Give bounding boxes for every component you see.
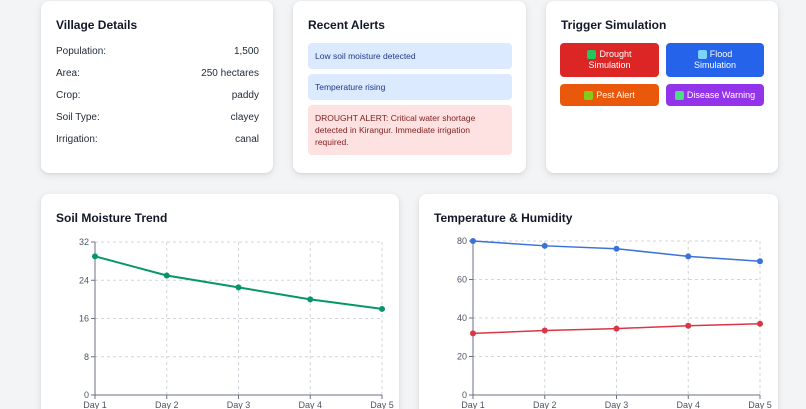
crop-row: Crop: paddy [56,88,259,102]
soil-chart-y-tick-label: 8 [84,352,89,362]
crop-label: Crop: [56,89,81,101]
wave-icon [697,50,707,60]
soil-chart-data-point[interactable] [307,296,314,303]
alert-item-temperature: Temperature rising [308,74,512,100]
area-row: Area: 250 hectares [56,66,259,80]
soil-moisture-title: Soil Moisture Trend [56,211,168,225]
temp-chart-data-point[interactable] [470,238,476,244]
soil-chart-data-point[interactable] [235,284,242,291]
soil-moisture-chart: 0 8 16 24 32 Day 1 Day 2 Day 3 Day 4 Day 5 [79,237,394,409]
trigger-simulation-card: Trigger Simulation Drought Simulation Fl… [546,1,778,173]
soil-chart-x-tick-label: Day 1 [83,400,107,409]
soil-chart-series-line [94,255,383,310]
temp-chart-data-point[interactable] [757,320,763,327]
temp-chart-data-point[interactable] [613,245,620,252]
trigger-simulation-title: Trigger Simulation [561,18,667,32]
temperature-humidity-card: Temperature & Humidity 0 20 40 60 80 Day 1 Day… [419,194,778,409]
flood-button-line1: Flood [709,49,733,59]
temp-chart-y-tick-label: 60 [457,275,467,285]
soil-type-value: clayey [230,111,259,123]
temp-chart-x-tick-label: Day 4 [676,400,700,409]
temp-chart-data-point[interactable] [685,253,692,260]
soil-chart-data-point[interactable] [163,272,170,279]
temp-chart-x-tick-label: Day 2 [533,400,557,409]
soil-chart-data-point[interactable] [379,305,385,312]
recent-alerts-title: Recent Alerts [308,18,385,32]
microbe-icon [674,90,684,100]
soil-chart-x-tick-label: Day 4 [298,400,322,409]
population-value: 1,500 [233,45,259,57]
population-label: Population: [56,45,107,57]
soil-chart-x-tick-label: Day 3 [227,400,251,409]
temp-chart-x-tick-label: Day 1 [461,400,485,409]
soil-moisture-card: Soil Moisture Trend 0 8 16 24 32 Day 1 Day 2 Da… [41,194,399,409]
soil-type-label: Soil Type: [56,111,100,123]
pest-alert-label: Pest Alert [596,89,635,100]
soil-chart-x-tick-label: Day 5 [370,400,394,409]
temp-chart-y-tick-label: 20 [457,352,467,362]
cactus-icon [587,50,597,60]
bug-icon [584,90,594,100]
drought-simulation-button[interactable]: Drought Simulation [560,43,659,77]
crop-value: paddy [231,89,259,101]
alert-item-low-moisture: Low soil moisture detected [308,43,512,69]
area-label: Area: [56,67,80,79]
area-value: 250 hectares [201,67,259,79]
alert-list[interactable]: Low soil moisture detected Temperature r… [308,43,512,159]
village-details-title: Village Details [56,18,138,32]
soil-chart-y-tick-label: 24 [79,275,89,285]
population-row: Population: 1,500 [56,44,259,58]
disease-warning-label: Disease Warning [686,89,756,100]
temperature-humidity-chart: 0 20 40 60 80 Day 1 Day 2 Day 3 Day 4 Day 5 [457,236,772,409]
flood-button-line2: Simulation [693,60,737,70]
soil-type-row: Soil Type: clayey [56,110,259,124]
drought-button-line1: Drought [599,49,632,59]
temp-chart-y-tick-label: 80 [457,236,467,246]
soil-chart-y-tick-label: 0 [84,390,89,400]
temp-chart-y-tick-label: 40 [457,313,467,323]
temp-chart-x-tick-label: Day 5 [748,400,772,409]
flood-simulation-button[interactable]: Flood Simulation [666,43,764,77]
temp-chart-data-point[interactable] [470,330,476,337]
pest-alert-button[interactable]: Pest Alert [560,84,659,106]
temp-chart-data-point[interactable] [541,242,548,249]
soil-chart-y-tick-label: 16 [79,314,89,324]
temperature-humidity-title: Temperature & Humidity [434,211,573,225]
drought-button-line2: Simulation [588,60,631,70]
disease-warning-button[interactable]: Disease Warning [666,84,764,106]
alert-item-drought: DROUGHT ALERT: Critical water shortage d… [308,105,512,155]
temp-chart-data-point[interactable] [613,325,620,332]
temp-chart-data-point[interactable] [757,258,763,265]
temp-chart-data-point[interactable] [685,322,692,329]
soil-chart-y-tick-label: 32 [79,237,89,247]
temp-chart-y-tick-label: 0 [462,390,467,400]
village-details-card: Village Details Population: 1,500 Area: … [41,1,273,173]
soil-chart-x-tick-label: Day 2 [155,400,179,409]
temp-chart-data-point[interactable] [541,327,548,334]
temp-chart-x-tick-label: Day 3 [605,400,629,409]
irrigation-value: canal [235,133,259,145]
recent-alerts-card: Recent Alerts Low soil moisture detected… [293,1,526,173]
irrigation-label: Irrigation: [56,133,98,145]
irrigation-row: Irrigation: canal [56,132,259,146]
soil-chart-data-point[interactable] [92,253,98,260]
